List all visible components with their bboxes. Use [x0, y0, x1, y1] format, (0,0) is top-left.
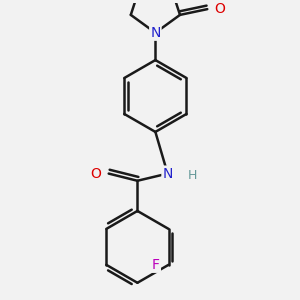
Text: H: H	[188, 169, 197, 182]
Text: N: N	[162, 167, 173, 181]
Text: F: F	[152, 258, 160, 272]
Text: N: N	[150, 26, 161, 40]
Text: O: O	[91, 167, 101, 181]
Text: O: O	[214, 2, 225, 16]
